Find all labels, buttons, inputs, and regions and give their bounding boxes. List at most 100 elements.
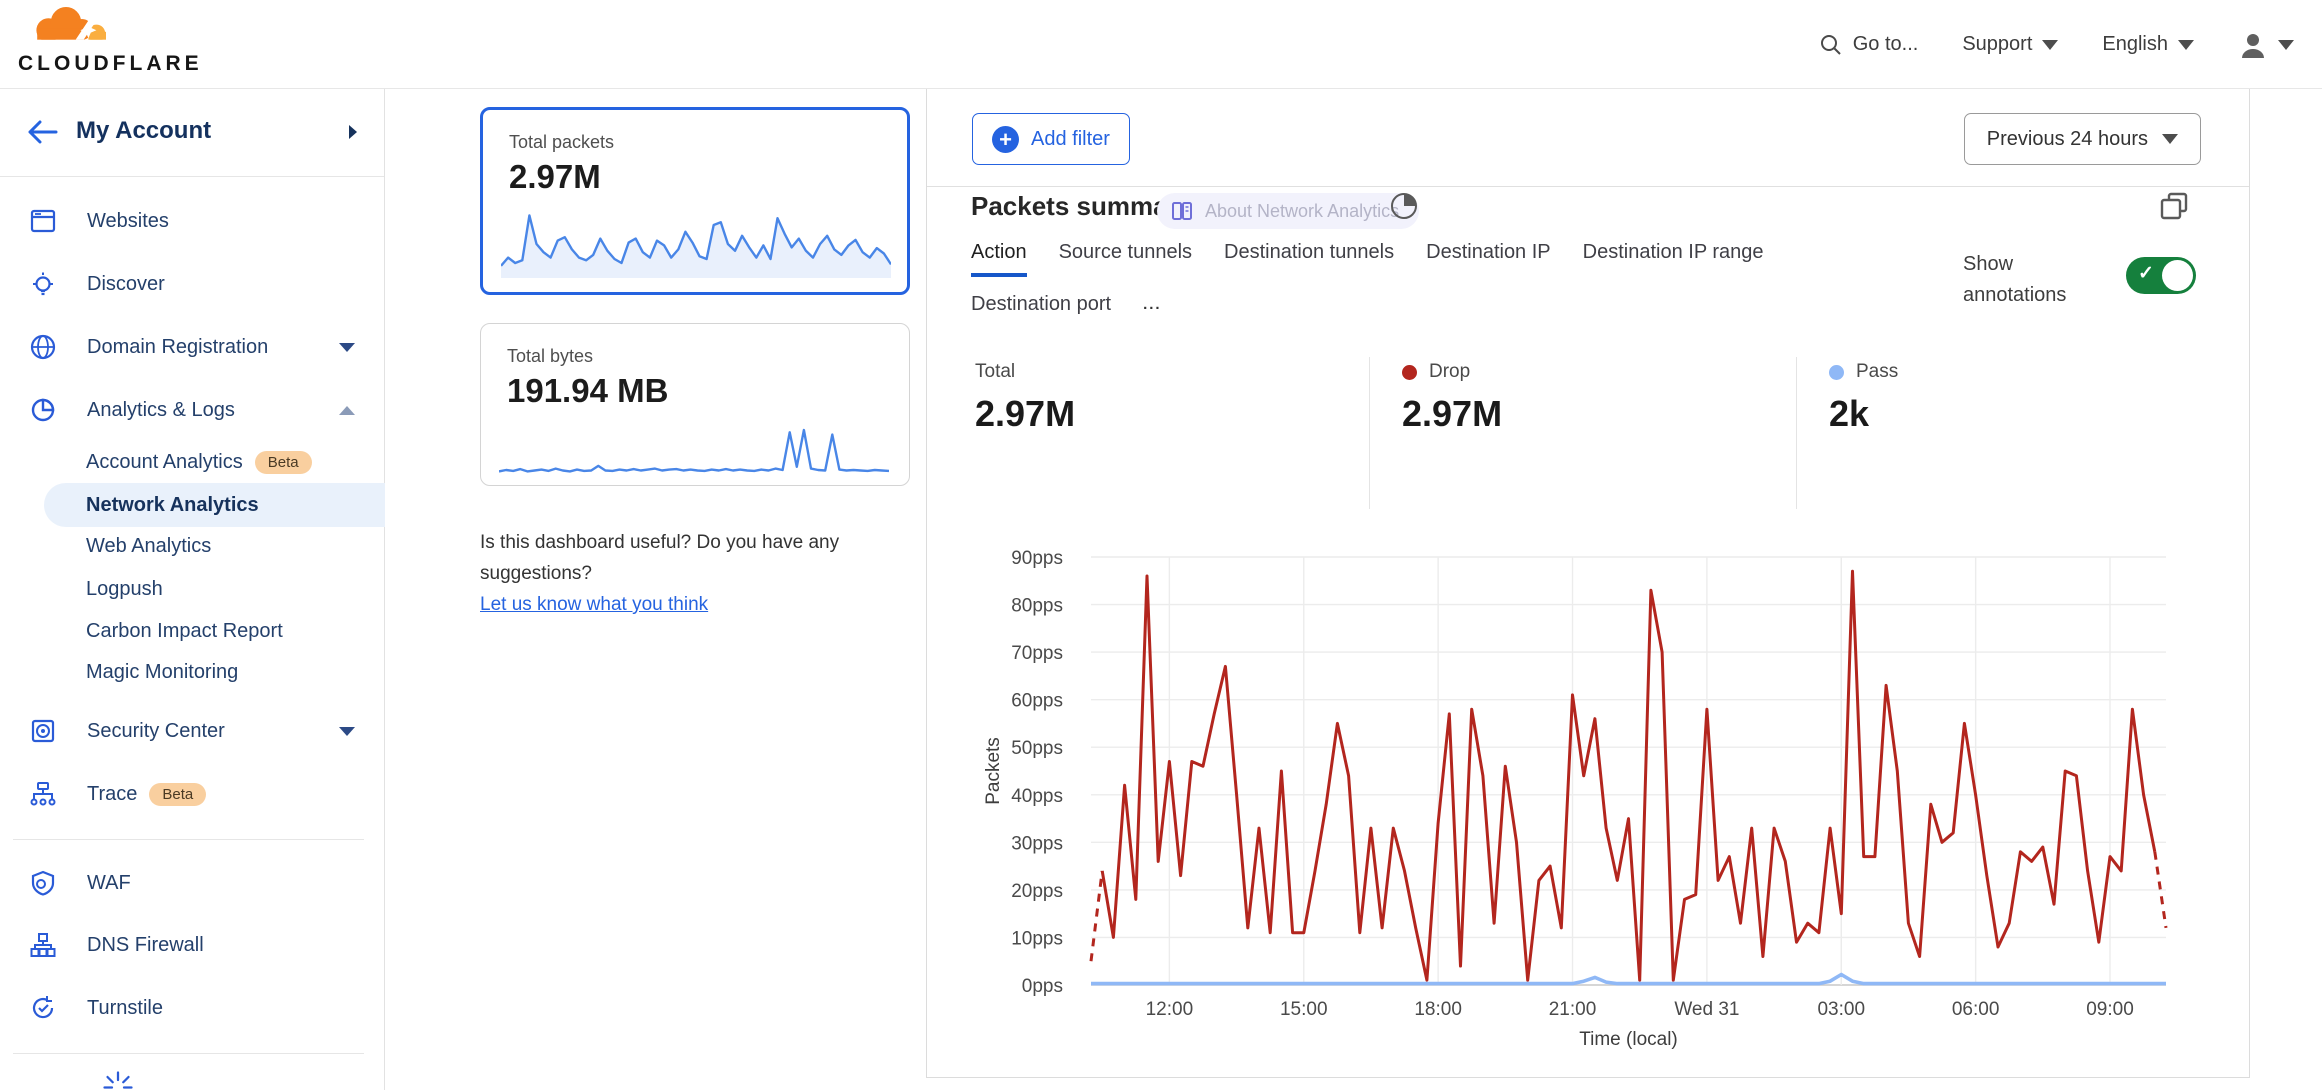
sunburst-icon [103, 1071, 133, 1089]
svg-text:70pps: 70pps [1011, 643, 1063, 664]
svg-text:21:00: 21:00 [1549, 999, 1597, 1020]
stat-drop: Drop 2.97M [1402, 361, 1503, 434]
language-menu[interactable]: English [2102, 33, 2194, 56]
chevron-down-icon [2042, 39, 2059, 50]
feedback-line1: Is this dashboard useful? Do you have an… [480, 532, 840, 553]
book-icon [1172, 202, 1192, 220]
sidebar-item-waf[interactable]: WAF [0, 861, 385, 905]
sidebar-item-websites[interactable]: Websites [0, 199, 385, 243]
sidebar-item-analytics-logs[interactable]: Analytics & Logs [0, 388, 385, 432]
chevron-down-icon [2178, 39, 2194, 50]
stat-pass: Pass 2k [1829, 361, 1899, 434]
sidebar-item-dns-firewall[interactable]: DNS Firewall [0, 923, 385, 967]
sidebar-item-carbon-impact-report[interactable]: Carbon Impact Report [86, 619, 283, 642]
sidebar-item-magic-monitoring[interactable]: Magic Monitoring [86, 660, 239, 683]
check-icon: ✓ [2138, 263, 2154, 284]
sidebar-item-domain-registration[interactable]: Domain Registration [0, 325, 385, 369]
tab-destination-tunnels[interactable]: Destination tunnels [1224, 241, 1395, 263]
sidebar: My Account Websites Discover [0, 89, 385, 1090]
svg-text:12:00: 12:00 [1146, 999, 1194, 1020]
packets-summary-chart: 0pps 10pps 20pps 30pps 40pps 50pps 60pps 70pps 8… [983, 548, 2168, 1050]
globe-icon [30, 334, 56, 360]
tab-destination-port[interactable]: Destination port [971, 293, 1112, 315]
feedback-block: Is this dashboard useful? Do you have an… [480, 527, 930, 620]
chevron-down-icon [339, 342, 355, 352]
svg-text:60pps: 60pps [1011, 691, 1063, 712]
sidebar-divider [13, 839, 364, 840]
cloudflare-logo[interactable]: CLOUDFLARE [18, 4, 199, 86]
pie-chart-toggle-icon[interactable] [1389, 189, 1421, 221]
svg-text:40pps: 40pps [1011, 786, 1063, 807]
total-bytes-card[interactable]: Total bytes 191.94 MB [480, 323, 910, 486]
svg-text:80pps: 80pps [1011, 596, 1063, 617]
sidebar-item-account-analytics[interactable]: Account Analytics Beta [0, 440, 385, 484]
tab-action[interactable]: Action [971, 241, 1027, 277]
svg-text:Wed 31: Wed 31 [1674, 999, 1739, 1020]
account-menu[interactable] [2238, 30, 2294, 60]
sidebar-account-row[interactable]: My Account [0, 89, 384, 177]
time-range-dropdown[interactable]: Previous 24 hours [1963, 113, 2201, 165]
beta-badge: Beta [254, 450, 312, 474]
filter-row: + Add filter Previous 24 hours [927, 89, 2249, 187]
sidebar-item-trace[interactable]: Trace Beta [0, 772, 385, 816]
hierarchy-icon [30, 933, 56, 957]
total-packets-card[interactable]: Total packets 2.97M [480, 107, 910, 295]
pie-chart-icon [31, 398, 55, 422]
trace-diagram-icon [30, 782, 56, 806]
support-menu[interactable]: Support [1962, 33, 2059, 56]
svg-text:0pps: 0pps [1022, 976, 1063, 997]
svg-text:18:00: 18:00 [1414, 999, 1462, 1020]
add-filter-button[interactable]: + Add filter [972, 113, 1130, 165]
goto-search[interactable]: Go to... [1819, 33, 1918, 57]
card-value: 2.97M [509, 158, 601, 195]
toggle-knob [2162, 260, 2193, 291]
cloudflare-cloud-icon [18, 7, 114, 50]
sidebar-item-security-center[interactable]: Security Center [0, 709, 385, 753]
panel-title: Packets summary [971, 191, 1193, 221]
feedback-link[interactable]: Let us know what you think [480, 594, 709, 615]
pass-legend-dot [1829, 364, 1844, 380]
bytes-sparkline [499, 428, 889, 473]
sidebar-item-discover[interactable]: Discover [0, 262, 385, 306]
svg-text:10pps: 10pps [1011, 928, 1063, 949]
security-vault-icon [31, 719, 55, 743]
sidebar-item-turnstile[interactable]: Turnstile [0, 986, 385, 1030]
card-value: 191.94 MB [507, 372, 669, 409]
tab-destination-ip[interactable]: Destination IP [1426, 241, 1551, 263]
chevron-right-icon [349, 125, 357, 139]
back-arrow-icon[interactable] [26, 119, 58, 145]
svg-text:Packets: Packets [983, 737, 1004, 805]
tab-source-tunnels[interactable]: Source tunnels [1058, 241, 1193, 263]
packets-sparkline [501, 214, 891, 278]
plus-circle-icon: + [992, 125, 1020, 153]
sidebar-item-network-analytics[interactable]: Network Analytics [44, 483, 385, 527]
packets-summary-panel: + Add filter Previous 24 hours Packets s… [926, 89, 2250, 1078]
svg-text:Time (local): Time (local) [1579, 1029, 1678, 1050]
svg-text:03:00: 03:00 [1817, 999, 1865, 1020]
svg-text:09:00: 09:00 [2086, 999, 2134, 1020]
lightbulb-icon [33, 272, 53, 296]
beta-badge: Beta [149, 782, 207, 806]
drop-legend-dot [1402, 364, 1417, 380]
sidebar-item-logpush[interactable]: Logpush [86, 577, 163, 600]
top-header: CLOUDFLARE Go to... Support English [0, 0, 2322, 89]
stat-drop-value: 2.97M [1402, 393, 1503, 434]
search-icon [1820, 34, 1841, 55]
tab-destination-ip-range[interactable]: Destination IP range [1582, 241, 1764, 263]
stat-total: Total 2.97M [975, 361, 1076, 434]
chevron-up-icon [339, 405, 355, 415]
svg-text:15:00: 15:00 [1280, 999, 1328, 1020]
feedback-line2: suggestions? [480, 563, 592, 584]
show-annotations-toggle[interactable]: ✓ [2126, 257, 2196, 294]
browser-window-icon [30, 209, 56, 233]
stat-total-value: 2.97M [975, 393, 1076, 434]
card-title: Total packets [509, 132, 615, 152]
card-title: Total bytes [507, 346, 594, 366]
about-network-analytics-badge[interactable]: About Network Analytics [1157, 193, 1420, 229]
sidebar-item-web-analytics[interactable]: Web Analytics [86, 534, 212, 557]
popout-icon[interactable] [2159, 191, 2189, 221]
language-label: English [2102, 33, 2168, 55]
tabs-overflow-menu[interactable]: ... [1143, 295, 1162, 313]
svg-text:30pps: 30pps [1011, 833, 1063, 854]
